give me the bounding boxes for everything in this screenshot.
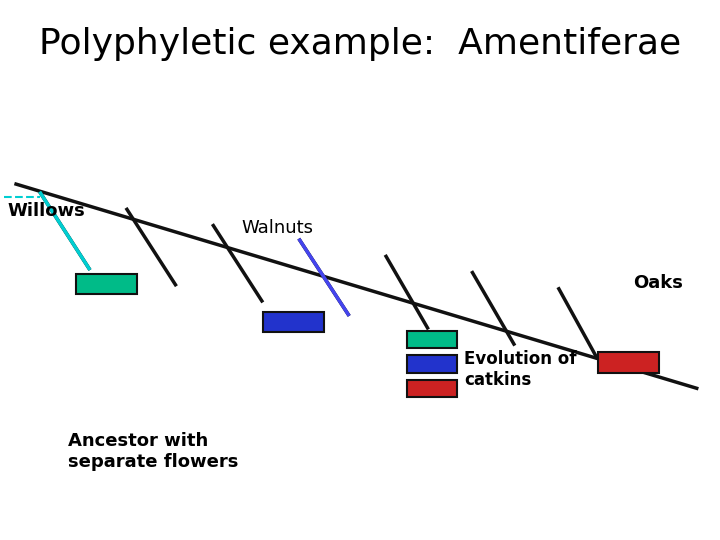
Bar bbox=[598, 352, 659, 373]
Text: Evolution of
catkins: Evolution of catkins bbox=[464, 350, 577, 389]
Text: Ancestor with
separate flowers: Ancestor with separate flowers bbox=[68, 432, 239, 471]
Bar bbox=[407, 331, 457, 348]
Bar bbox=[76, 274, 137, 294]
Text: Willows: Willows bbox=[7, 202, 85, 220]
Bar bbox=[407, 380, 457, 397]
Bar bbox=[407, 355, 457, 373]
Bar bbox=[263, 312, 324, 332]
Text: Walnuts: Walnuts bbox=[241, 219, 313, 237]
Text: Oaks: Oaks bbox=[634, 274, 683, 293]
Text: Polyphyletic example:  Amentiferae: Polyphyletic example: Amentiferae bbox=[39, 27, 681, 61]
